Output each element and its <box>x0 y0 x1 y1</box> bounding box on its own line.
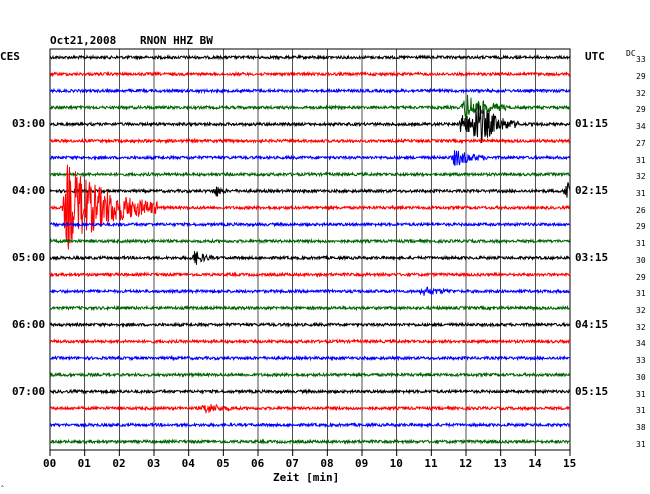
dc-offset-label: 32 <box>636 305 646 315</box>
trace-row-13 <box>49 251 571 265</box>
left-time-label: 07:00 <box>12 384 46 398</box>
x-tick-label: 11 <box>424 457 438 470</box>
dc-offset-label: 33 <box>636 55 646 65</box>
left-time-label: 03:00 <box>12 117 46 131</box>
x-tick-label: 12 <box>459 457 473 470</box>
dc-offset-label: 32 <box>636 88 646 98</box>
dc-offset-label: 31 <box>636 289 646 299</box>
trace-row-24 <box>49 438 571 445</box>
dc-offset-label: 29 <box>636 272 646 282</box>
x-tick-label: 14 <box>528 457 542 470</box>
dc-offset-label: 31 <box>636 406 646 416</box>
x-tick-label: 10 <box>389 457 403 470</box>
trace-row-11 <box>49 221 571 228</box>
title-date: Oct21,2008 <box>50 34 117 47</box>
left-time-label: 06:00 <box>12 317 46 331</box>
x-tick-label: 06 <box>251 457 265 470</box>
dc-offset-label: 31 <box>636 239 646 249</box>
dc-offset-label: 32 <box>636 322 646 332</box>
dc-offset-label: 34 <box>636 122 646 132</box>
x-tick-label: 04 <box>181 457 195 470</box>
x-tick-label: 02 <box>112 457 126 470</box>
dc-offset-label: 32 <box>636 172 646 182</box>
trace-row-4 <box>49 94 571 121</box>
trace-row-17 <box>49 321 571 328</box>
corner-mark: ‸ <box>1 478 4 487</box>
trace-row-3 <box>49 87 570 95</box>
title-station: RNON HHZ BW <box>140 34 213 47</box>
x-tick-label: 07 <box>285 457 299 470</box>
dc-offset-label: 30 <box>636 255 646 265</box>
x-tick-label: 05 <box>216 457 230 470</box>
x-tick-label: 08 <box>320 457 334 470</box>
dc-offset-label: 30 <box>636 372 646 382</box>
left-timezone-label: CES <box>0 50 20 63</box>
trace-row-20 <box>49 371 571 379</box>
trace-row-19 <box>49 354 571 362</box>
trace-row-23 <box>49 421 571 429</box>
dc-header-label: DC <box>626 49 636 58</box>
dc-offset-label: 29 <box>636 105 646 115</box>
trace-row-6 <box>49 137 571 145</box>
trace-row-2 <box>49 70 571 78</box>
right-time-label: 03:15 <box>575 250 609 264</box>
x-tick-label: 03 <box>147 457 161 470</box>
trace-row-10 <box>49 164 571 250</box>
dc-offset-label: 31 <box>636 439 646 449</box>
trace-row-5 <box>49 104 571 144</box>
trace-row-18 <box>49 338 571 345</box>
plot-frame <box>49 48 571 451</box>
dc-offset-label: 29 <box>636 72 646 82</box>
trace-row-7 <box>49 150 571 166</box>
dc-offset-label: 34 <box>636 339 646 349</box>
x-tick-label: 13 <box>493 457 507 470</box>
trace-row-21 <box>49 388 571 395</box>
x-tick-label: 09 <box>355 457 369 470</box>
right-timezone-label: UTC <box>585 50 605 63</box>
x-tick-label: 01 <box>77 457 91 470</box>
right-time-label: 01:15 <box>575 117 609 131</box>
trace-row-22 <box>49 403 571 415</box>
trace-row-8 <box>49 171 571 178</box>
dc-offset-label: 29 <box>636 222 646 232</box>
right-time-label: 04:15 <box>575 317 609 331</box>
dc-offset-label: 31 <box>636 189 646 199</box>
left-time-label: 04:00 <box>12 184 46 198</box>
trace-row-12 <box>49 237 571 245</box>
left-time-label: 05:00 <box>12 250 46 264</box>
dc-offset-label: 31 <box>636 155 646 165</box>
x-tick-label: 15 <box>563 457 577 470</box>
x-axis-label: Zeit [min] <box>273 471 340 484</box>
right-time-label: 05:15 <box>575 384 609 398</box>
dc-offset-label: 27 <box>636 138 646 148</box>
dc-offset-label: 38 <box>636 422 646 432</box>
trace-row-16 <box>49 304 571 312</box>
right-time-label: 02:15 <box>575 184 609 198</box>
dc-offset-label: 31 <box>636 389 646 399</box>
x-tick-label: 00 <box>43 457 57 470</box>
trace-row-14 <box>49 271 571 278</box>
trace-row-15 <box>49 286 571 296</box>
trace-row-1 <box>49 54 571 61</box>
dc-offset-label: 26 <box>636 205 646 215</box>
trace-row-9 <box>49 182 571 198</box>
dc-offset-label: 33 <box>636 356 646 366</box>
